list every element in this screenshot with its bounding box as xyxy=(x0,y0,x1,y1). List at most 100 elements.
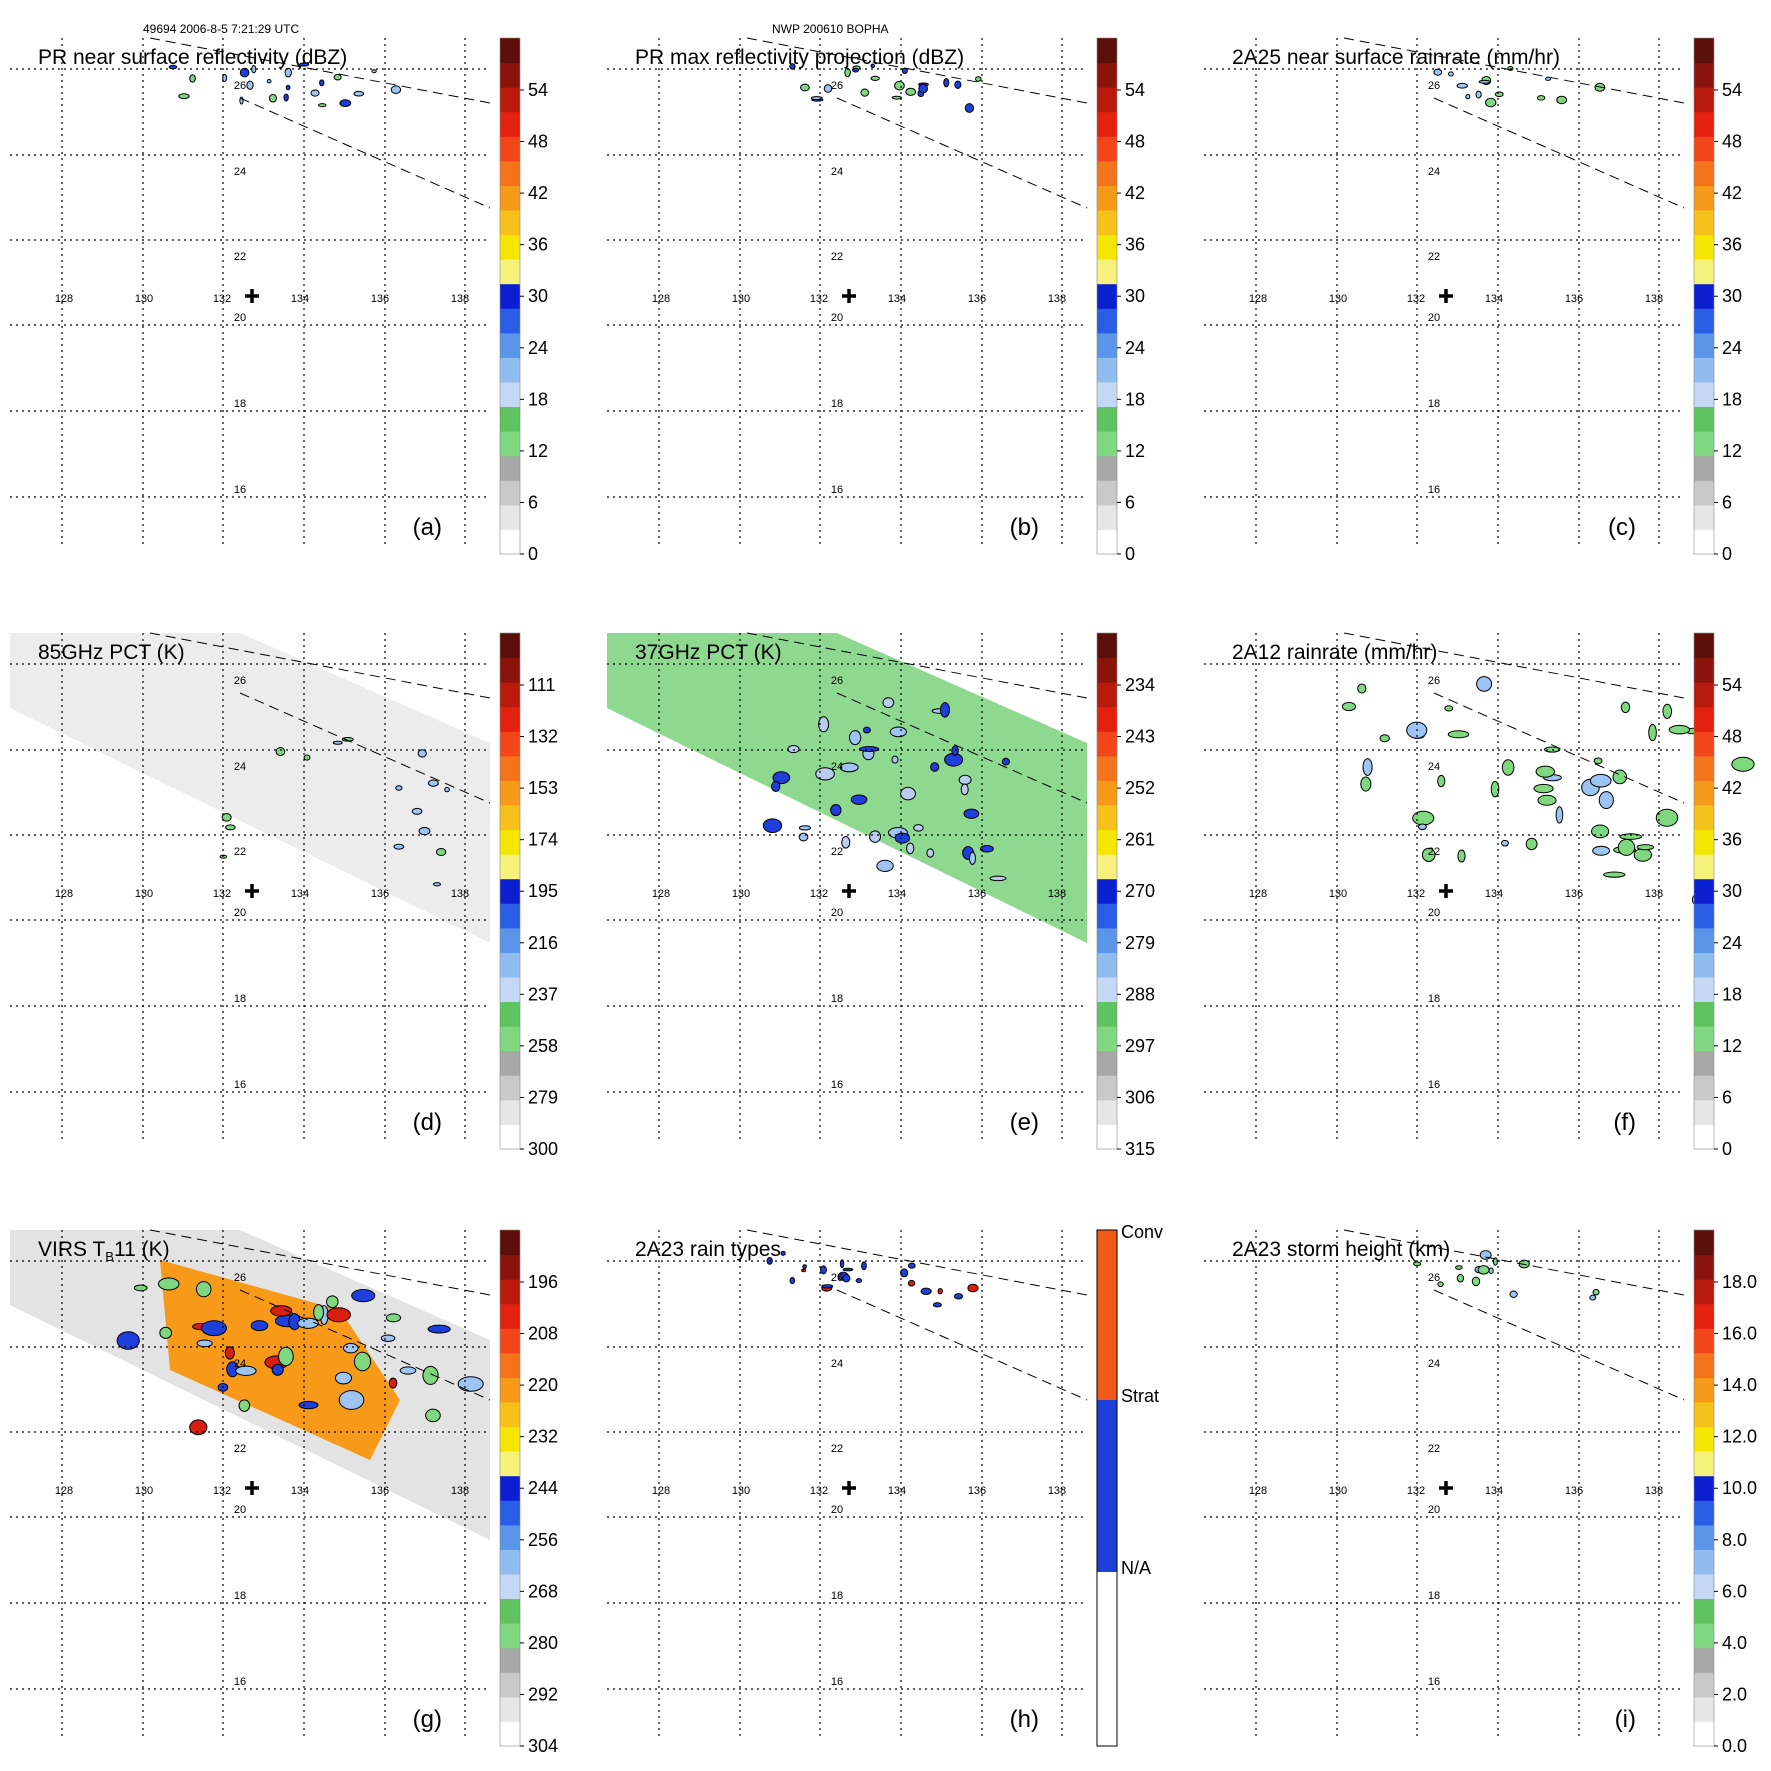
colorbar-segment xyxy=(1097,382,1117,408)
colorbar-tick-label: 18 xyxy=(528,389,548,409)
colorbar-tick-label: 12 xyxy=(1722,1036,1742,1056)
colorbar-segment xyxy=(1694,1026,1714,1052)
colorbar-segment xyxy=(500,1672,520,1698)
panel-letter: (c) xyxy=(1608,514,1636,541)
colorbar-tick-label: 18 xyxy=(1125,389,1145,409)
latitude-label: 16 xyxy=(234,1676,246,1688)
colorbar-segment xyxy=(1097,308,1117,334)
latitude-label: 24 xyxy=(234,166,246,178)
pr-swath-edge xyxy=(1433,97,1685,209)
latitude-label: 16 xyxy=(831,1079,843,1091)
colorbar-segment xyxy=(1694,283,1714,309)
panel-letter: (a) xyxy=(413,514,442,541)
colorbar-tick-label: 261 xyxy=(1125,830,1155,850)
colorbar-segment xyxy=(1694,455,1714,481)
colorbar-segment xyxy=(1694,952,1714,978)
latitude-label: 16 xyxy=(234,484,246,496)
longitude-label: 132 xyxy=(1407,1485,1425,1497)
colorbar-segment xyxy=(1694,1451,1714,1477)
colorbar-segment xyxy=(1097,1050,1117,1076)
colorbar-segment xyxy=(1694,927,1714,953)
longitude-label: 130 xyxy=(1329,1485,1347,1497)
colorbar-segment xyxy=(1097,927,1117,953)
colorbar-segment xyxy=(1694,234,1714,260)
colorbar-segment xyxy=(1097,185,1117,211)
colorbar-tick-label: 258 xyxy=(528,1036,558,1056)
longitude-label: 128 xyxy=(1249,293,1267,305)
latitude-label: 18 xyxy=(1428,398,1440,410)
latitude-label: 26 xyxy=(234,1272,246,1284)
latitude-label: 24 xyxy=(831,761,843,773)
pr-swath-edge xyxy=(1433,692,1685,804)
colorbar-tick-label: 12 xyxy=(1722,441,1742,461)
colorbar: 196 208 220 232 244 256 268 280 292 304 xyxy=(499,1229,558,1756)
colorbar-segment xyxy=(1694,682,1714,708)
colorbar-tick-label: 54 xyxy=(1722,80,1742,100)
colorbar-segment xyxy=(500,160,520,186)
colorbar-segment xyxy=(1097,1230,1117,1400)
panel-b: 128 130 132 134 136 138 26 24 22 20 18 16 PR max ref… xyxy=(607,37,1145,564)
colorbar-tick-label: 18 xyxy=(1722,984,1742,1004)
colorbar-segment xyxy=(1694,1549,1714,1575)
colorbar-segment xyxy=(1097,878,1117,904)
colorbar-tick-label: 42 xyxy=(1722,778,1742,798)
colorbar-segment xyxy=(1694,1721,1714,1747)
colorbar-segment xyxy=(1694,357,1714,383)
colorbar-segment xyxy=(500,1352,520,1378)
latitude-label: 18 xyxy=(234,1590,246,1602)
longitude-label: 128 xyxy=(652,888,670,900)
colorbar-segment xyxy=(500,136,520,162)
colorbar-segment xyxy=(500,1075,520,1101)
colorbar-segment xyxy=(500,755,520,781)
colorbar-tick-label: 54 xyxy=(528,80,548,100)
latitude-label: 16 xyxy=(1428,1676,1440,1688)
colorbar-tick-label: 36 xyxy=(528,235,548,255)
colorbar-segment xyxy=(500,1402,520,1428)
latitude-label: 20 xyxy=(1428,312,1440,324)
colorbar-segment xyxy=(1097,731,1117,757)
colorbar-tick-label: 30 xyxy=(1722,286,1742,306)
colorbar-tick-label: 36 xyxy=(1125,235,1145,255)
colorbar-segment xyxy=(500,829,520,855)
colorbar-segment xyxy=(1097,1400,1117,1572)
colorbar-tick-label: 6.0 xyxy=(1722,1581,1747,1601)
latitude-label: 22 xyxy=(234,1443,246,1455)
colorbar-tick-label: 132 xyxy=(528,727,558,747)
colorbar-tick-label: 42 xyxy=(528,183,548,203)
panel-title: PR max reflectivity projection (dBZ) xyxy=(635,46,964,69)
colorbar-segment xyxy=(1097,455,1117,481)
latitude-label: 22 xyxy=(831,846,843,858)
colorbar-segment xyxy=(1097,160,1117,186)
longitude-label: 136 xyxy=(1565,293,1583,305)
longitude-label: 130 xyxy=(732,1485,750,1497)
colorbar-tick-label: 232 xyxy=(528,1427,558,1447)
colorbar-tick-label: 300 xyxy=(528,1139,558,1159)
colorbar-segment xyxy=(1097,529,1117,555)
latitude-label: 22 xyxy=(831,251,843,263)
colorbar-segment xyxy=(1694,977,1714,1003)
colorbar-tick-label: 216 xyxy=(528,933,558,953)
colorbar-segment xyxy=(1694,1524,1714,1550)
latitude-label: 20 xyxy=(1428,1504,1440,1516)
longitude-label: 136 xyxy=(968,293,986,305)
colorbar-tick-label: 153 xyxy=(528,778,558,798)
longitude-label: 134 xyxy=(1485,888,1503,900)
latitude-label: 18 xyxy=(831,993,843,1005)
colorbar-segment xyxy=(500,1254,520,1280)
colorbar-segment xyxy=(1694,1696,1714,1722)
longitude-label: 134 xyxy=(1485,293,1503,305)
colorbar-tick-label: 304 xyxy=(528,1736,558,1756)
colorbar-segment xyxy=(500,731,520,757)
longitude-label: 132 xyxy=(213,1485,231,1497)
colorbar-tick-label: 6 xyxy=(528,492,538,512)
colorbar-segment xyxy=(1097,1099,1117,1125)
colorbar-segment xyxy=(500,283,520,309)
longitude-label: 130 xyxy=(135,1485,153,1497)
colorbar-segment xyxy=(1694,382,1714,408)
colorbar-segment xyxy=(500,38,520,64)
colorbar-tick-label: 54 xyxy=(1722,675,1742,695)
longitude-label: 132 xyxy=(213,888,231,900)
colorbar-segment xyxy=(1097,706,1117,732)
